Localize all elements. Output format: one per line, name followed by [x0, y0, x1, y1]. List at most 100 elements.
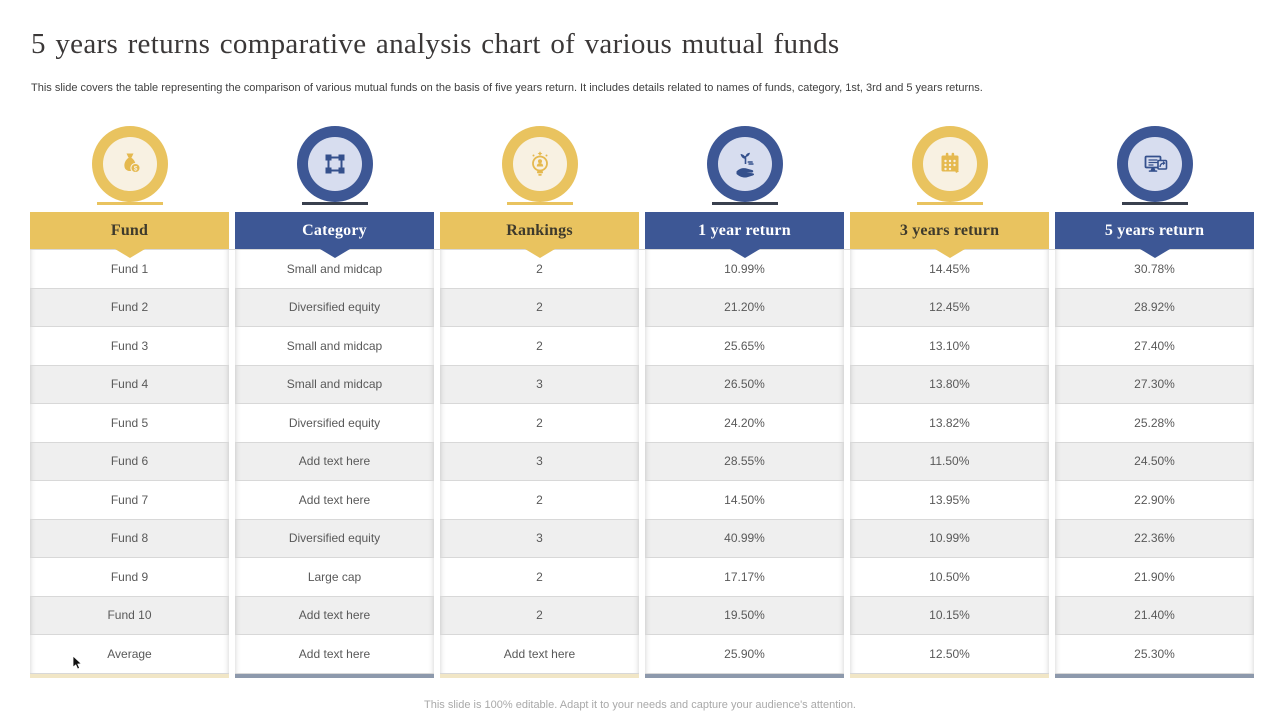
table-cell: 25.90%: [645, 635, 844, 674]
icons-row: $: [30, 126, 1254, 205]
column-header-rankings: Rankings: [440, 212, 639, 249]
icon-base-line: [916, 202, 983, 205]
table-cell: 28.92%: [1055, 288, 1254, 327]
table-cell: 24.20%: [645, 404, 844, 443]
icon-cell-fund: $: [30, 126, 229, 205]
column-bottom-bar: [235, 673, 434, 678]
table-cell: 19.50%: [645, 596, 844, 635]
table-cell: 13.82%: [850, 404, 1049, 443]
slide-subtitle: This slide covers the table representing…: [31, 82, 983, 94]
table-cell: Add text here: [235, 442, 434, 481]
table-cell: 2: [440, 558, 639, 597]
table-cell: 2: [440, 404, 639, 443]
column-header-5-years-return: 5 years return: [1055, 212, 1254, 249]
icon-base-line: [1121, 202, 1188, 205]
table-cell: 22.36%: [1055, 519, 1254, 558]
icon-base-line: [301, 202, 368, 205]
table-cell: Small and midcap: [235, 365, 434, 404]
slide-footer: This slide is 100% editable. Adapt it to…: [424, 699, 856, 711]
table-cell: Fund 7: [30, 481, 229, 520]
table-cell: 14.45%: [850, 250, 1049, 289]
icon-base-line: [96, 202, 163, 205]
table-cell: Fund 6: [30, 442, 229, 481]
column-bottom-bar: [645, 673, 844, 678]
column-bottom-bar: [440, 673, 639, 678]
calendar-icon: [911, 126, 988, 202]
column-header-category: Category: [235, 212, 434, 249]
table-cell: 40.99%: [645, 519, 844, 558]
table-cell: 10.15%: [850, 596, 1049, 635]
column-bottom-bar: [30, 673, 229, 678]
icon-base-line: [506, 202, 573, 205]
icon-base-line: [711, 202, 778, 205]
column-bottom-bar: [850, 673, 1049, 678]
table-cell: 2: [440, 481, 639, 520]
page-title: 5 years returns comparative analysis cha…: [31, 28, 840, 60]
icon-cell-category: [235, 126, 434, 205]
table-cell: 24.50%: [1055, 442, 1254, 481]
table-cell: Add text here: [440, 635, 639, 674]
icon-cell-3yr: [850, 126, 1049, 205]
table-cell: Average: [30, 635, 229, 674]
table-cell: 13.80%: [850, 365, 1049, 404]
table-cell: 3: [440, 442, 639, 481]
table-cell: Fund 4: [30, 365, 229, 404]
table-cell: 11.50%: [850, 442, 1049, 481]
table-cell: 3: [440, 519, 639, 558]
table-cell: 3: [440, 365, 639, 404]
svg-text:$: $: [133, 165, 137, 172]
table-cell: Diversified equity: [235, 519, 434, 558]
icon-cell-5yr: [1055, 126, 1254, 205]
table-cell: Diversified equity: [235, 288, 434, 327]
icon-cell-rankings: [440, 126, 639, 205]
table-cell: 21.40%: [1055, 596, 1254, 635]
investment-hand-icon: [706, 126, 783, 202]
table-cell: 22.90%: [1055, 481, 1254, 520]
table-body: Fund 1 Small and midcap 2 10.99% 14.45% 30.78…: [30, 249, 1254, 674]
table-cell: Add text here: [235, 635, 434, 674]
table-cell: 13.95%: [850, 481, 1049, 520]
table-cell: Fund 2: [30, 288, 229, 327]
column-header-3-years-return: 3 years return: [850, 212, 1049, 249]
table-bottom-bars: [30, 673, 1254, 678]
money-bag-icon: $: [91, 126, 168, 202]
table-cell: 25.30%: [1055, 635, 1254, 674]
table-cell: Add text here: [235, 481, 434, 520]
table-cell: 2: [440, 596, 639, 635]
mouse-cursor: [72, 655, 84, 671]
table-cell: Add text here: [235, 596, 434, 635]
table-cell: 28.55%: [645, 442, 844, 481]
table-cell: 21.20%: [645, 288, 844, 327]
table-cell: Fund 3: [30, 327, 229, 366]
table-cell: 27.40%: [1055, 327, 1254, 366]
table-cell: 14.50%: [645, 481, 844, 520]
table-cell: 17.17%: [645, 558, 844, 597]
column-header-fund: Fund: [30, 212, 229, 249]
idea-bulb-icon: [501, 126, 578, 202]
table-cell: 2: [440, 288, 639, 327]
table-cell: Diversified equity: [235, 404, 434, 443]
table-cell: Large cap: [235, 558, 434, 597]
table-header-row: Fund Category Rankings 1 year return 3 y…: [30, 212, 1254, 249]
table-cell: Fund 9: [30, 558, 229, 597]
table-cell: 25.65%: [645, 327, 844, 366]
transform-frame-icon: [296, 126, 373, 202]
table-cell: 10.99%: [850, 519, 1049, 558]
table-cell: 10.50%: [850, 558, 1049, 597]
column-header-1-year-return: 1 year return: [645, 212, 844, 249]
table-cell: 21.90%: [1055, 558, 1254, 597]
table-cell: 25.28%: [1055, 404, 1254, 443]
monitor-share-icon: [1116, 126, 1193, 202]
column-bottom-bar: [1055, 673, 1254, 678]
table-cell: 12.45%: [850, 288, 1049, 327]
funds-table: Fund Category Rankings 1 year return 3 y…: [30, 212, 1254, 678]
table-cell: 13.10%: [850, 327, 1049, 366]
table-cell: 26.50%: [645, 365, 844, 404]
table-cell: 2: [440, 327, 639, 366]
table-cell: 12.50%: [850, 635, 1049, 674]
table-cell: Fund 10: [30, 596, 229, 635]
table-cell: Small and midcap: [235, 327, 434, 366]
icon-cell-1yr: [645, 126, 844, 205]
table-cell: Fund 5: [30, 404, 229, 443]
table-cell: 27.30%: [1055, 365, 1254, 404]
